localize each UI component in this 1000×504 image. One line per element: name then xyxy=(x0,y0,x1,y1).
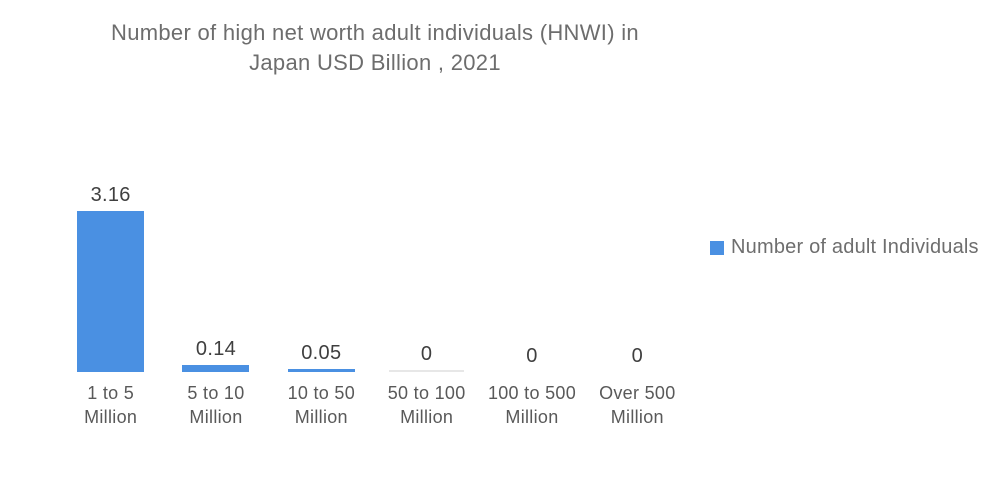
chart-title-line-1: Number of high net worth adult individua… xyxy=(111,20,639,45)
bar-value-label: 0.14 xyxy=(195,338,237,360)
x-axis-labels: 1 to 5 Million 5 to 10 Million 10 to 50 … xyxy=(58,381,690,429)
bar-group-over-500-million: 0 xyxy=(585,0,690,372)
zero-bar-baseline xyxy=(389,370,465,372)
legend-label: Number of adult Individuals xyxy=(731,236,979,258)
x-axis-label: 10 to 50 Million xyxy=(287,383,356,427)
bar-value-label: 3.16 xyxy=(90,184,131,206)
bar-value-label: 0 xyxy=(631,345,644,367)
x-axis-label: 100 to 500 Million xyxy=(487,383,577,427)
x-axis-label: 50 to 100 Million xyxy=(387,383,466,427)
chart-title-line-2: Japan USD Billion , 2021 xyxy=(249,50,501,75)
x-axis-label: 5 to 10 Million xyxy=(187,383,245,427)
bar-group-1-to-5-million: 3.16 xyxy=(58,0,163,372)
plot-area: 3.16 0.14 0.05 0 0 0 xyxy=(58,0,690,372)
legend-swatch-icon xyxy=(710,240,724,255)
bar-group-50-to-100-million: 0 xyxy=(374,0,479,372)
bar-group-10-to-50-million: 0.05 xyxy=(269,0,374,372)
legend-item[interactable]: Number of adult Individuals xyxy=(710,236,979,259)
bar-value-label: 0.05 xyxy=(301,342,342,364)
x-axis-label: 1 to 5 Million xyxy=(84,383,138,427)
bar[interactable] xyxy=(287,369,355,372)
bar-group-100-to-500-million: 0 xyxy=(479,0,584,372)
bar-value-label: 0 xyxy=(526,345,538,367)
bar[interactable] xyxy=(182,365,250,372)
chart-title: Number of high net worth adult individua… xyxy=(73,18,677,78)
bar[interactable] xyxy=(77,211,145,372)
x-axis-label: Over 500 Million xyxy=(599,383,676,427)
bar-value-label: 0 xyxy=(420,343,433,365)
bar-group-5-to-10-million: 0.14 xyxy=(163,0,268,372)
